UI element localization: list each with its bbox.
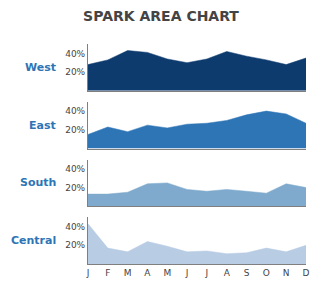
svg-text:SPARK AREA CHART: SPARK AREA CHART (83, 8, 239, 24)
svg-text:20%: 20% (65, 183, 85, 193)
svg-text:M: M (124, 268, 132, 278)
svg-text:40%: 40% (65, 222, 85, 232)
svg-text:J: J (86, 268, 90, 278)
svg-text:South: South (20, 176, 56, 189)
svg-text:40%: 40% (65, 164, 85, 174)
svg-text:O: O (263, 268, 270, 278)
svg-text:F: F (105, 268, 110, 278)
svg-text:J: J (205, 268, 209, 278)
svg-text:D: D (303, 268, 310, 278)
svg-text:J: J (185, 268, 189, 278)
svg-text:20%: 20% (65, 67, 85, 77)
svg-text:M: M (163, 268, 171, 278)
svg-text:West: West (25, 61, 56, 74)
svg-text:40%: 40% (65, 49, 85, 59)
svg-text:A: A (144, 268, 151, 278)
svg-text:A: A (224, 268, 231, 278)
svg-text:N: N (283, 268, 290, 278)
svg-text:40%: 40% (65, 106, 85, 116)
svg-text:S: S (244, 268, 250, 278)
svg-text:East: East (29, 119, 56, 132)
svg-text:20%: 20% (65, 240, 85, 250)
svg-text:20%: 20% (65, 125, 85, 135)
svg-text:Central: Central (11, 234, 56, 247)
